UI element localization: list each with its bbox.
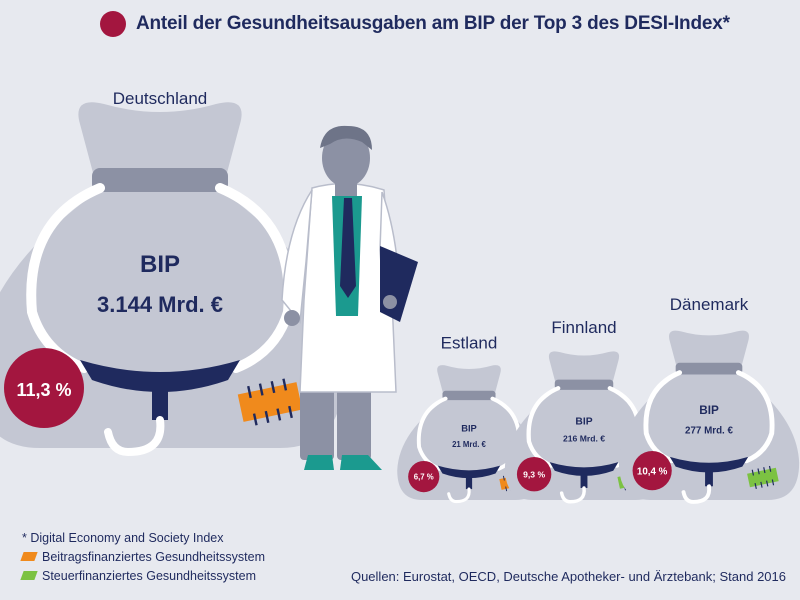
share-value: 11,3 %: [16, 380, 71, 400]
footnote: * Digital Economy and Society Index: [22, 528, 265, 547]
doctor-illustration: [281, 125, 418, 470]
bag-knot: [78, 102, 242, 184]
stethoscope-stem: [705, 470, 713, 487]
bip-value: 277 Mrd. €: [685, 425, 733, 436]
share-badge: [632, 451, 672, 491]
share-badge: [516, 457, 552, 492]
chart-footer: * Digital Economy and Society Index Beit…: [20, 528, 266, 585]
stethoscope-yoke: [549, 462, 619, 476]
share-value: 9,3 %: [523, 470, 545, 480]
bag-tie: [442, 390, 496, 401]
stethoscope-tail: [447, 487, 471, 504]
country-name: Deutschland: [113, 89, 208, 108]
stethoscope-yoke: [437, 465, 501, 479]
country-name: Dänemark: [670, 295, 749, 314]
country-bag-2: BIP 21 Mrd. € 6,7 % Estland: [397, 334, 541, 504]
country-bag-4: BIP 277 Mrd. € 10,4 % Dänemark: [618, 295, 800, 504]
chart-header: Anteil der Gesundheitsausgaben am BIP de…: [100, 8, 730, 40]
green-swatch-icon: [20, 571, 38, 580]
bip-label: BIP: [461, 423, 477, 433]
bip-label: BIP: [699, 404, 719, 417]
bip-label: BIP: [140, 251, 180, 278]
country-name: Finnland: [551, 318, 616, 337]
bag-knot: [669, 330, 749, 371]
legend-item-steuer: Steuerfinanziertes Gesundheitssystem: [20, 566, 265, 585]
share-badge: [4, 348, 84, 428]
header-dot-icon: [100, 11, 126, 37]
bip-value: 3.144 Mrd. €: [97, 292, 223, 317]
legend-label-steuer: Steuerfinanziertes Gesundheitssystem: [42, 568, 256, 583]
green-patch-icon: [747, 465, 779, 490]
orange-swatch-icon: [20, 552, 38, 561]
stethoscope-yoke: [669, 456, 749, 473]
share-value: 10,4 %: [637, 467, 668, 478]
stethoscope-tail: [559, 486, 586, 504]
legend-label-beitrags: Beitragsfinanziertes Gesundheitssystem: [42, 549, 266, 564]
stethoscope-stem: [152, 388, 168, 420]
bip-label: BIP: [575, 416, 592, 427]
stethoscope-tail: [681, 484, 712, 504]
stethoscope-stem: [465, 476, 473, 490]
orange-patch-icon: [237, 378, 303, 426]
bip-value: 21 Mrd. €: [452, 440, 486, 449]
bag-knot: [548, 351, 620, 387]
bag-tie: [675, 362, 743, 375]
bag-knot: [437, 365, 501, 398]
stethoscope-yoke: [80, 360, 240, 392]
stethoscope-stem: [580, 474, 588, 488]
chart-title: Anteil der Gesundheitsausgaben am BIP de…: [136, 13, 730, 34]
share-badge: [408, 461, 440, 493]
source-note: Quellen: Eurostat, OECD, Deutsche Apothe…: [350, 569, 786, 584]
stethoscope-tail: [104, 416, 165, 457]
legend-item-beitrags: Beitragsfinanziertes Gesundheitssystem: [20, 547, 266, 566]
footnote-text: * Digital Economy and Society Index: [22, 530, 224, 545]
country-name: Estland: [441, 334, 498, 353]
bag-tie: [554, 379, 614, 390]
bag-tie: [92, 168, 228, 192]
share-value: 6,7 %: [414, 473, 434, 482]
bip-value: 216 Mrd. €: [563, 434, 605, 444]
money-bag: [0, 184, 344, 448]
